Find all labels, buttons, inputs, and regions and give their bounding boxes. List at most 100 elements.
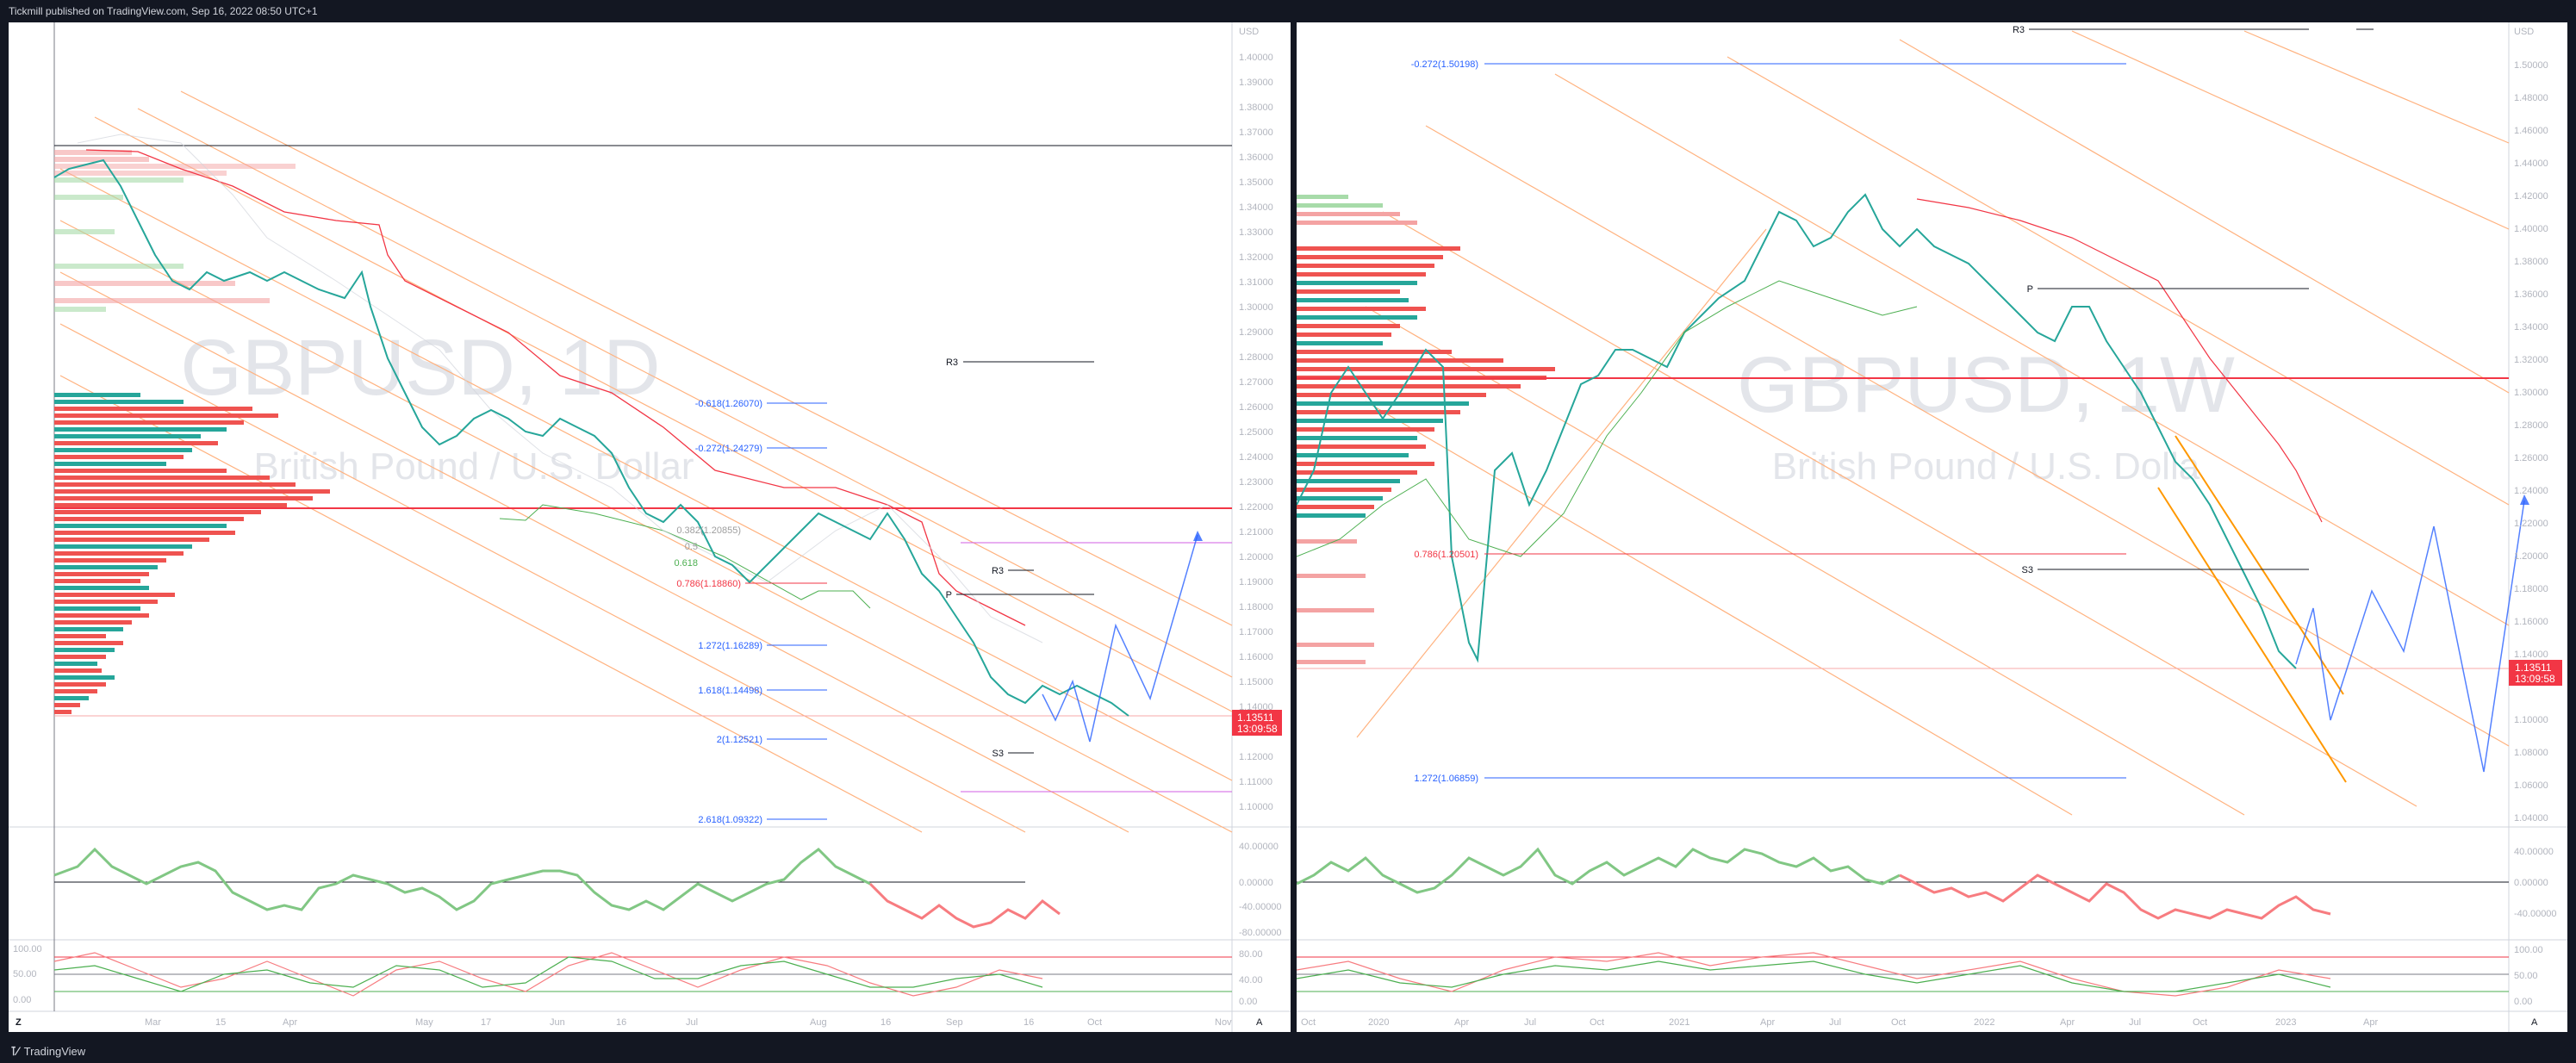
- fib-label: 1.272(1.16289): [698, 641, 762, 651]
- price-tick: 1.19000: [1239, 577, 1273, 587]
- projection-path[interactable]: [1042, 534, 1198, 743]
- fibonacci-levels[interactable]: -0.272(1.50198) 0.786(1.20501) 1.272(1.0…: [1411, 59, 2126, 784]
- projection-arrowhead: [1193, 531, 1203, 541]
- currency-label: USD: [2514, 27, 2534, 37]
- projection-path[interactable]: [2295, 500, 2525, 773]
- time-tick: 2023: [2275, 1017, 2296, 1028]
- fib-label: 2.618(1.09322): [698, 815, 762, 825]
- price-tick: 1.10000: [1239, 802, 1273, 812]
- stochastic-pane[interactable]: [1297, 952, 2509, 997]
- time-tick: 15: [215, 1017, 226, 1028]
- auto-scale-button[interactable]: A: [1256, 1017, 1263, 1028]
- stochastic-pane[interactable]: [53, 952, 1232, 997]
- time-tick: 2022: [1974, 1017, 1994, 1028]
- price-tick: 1.18000: [2514, 584, 2548, 594]
- price-tick: 1.24000: [1239, 452, 1273, 463]
- tradingview-brand[interactable]: TradingView: [23, 1044, 86, 1058]
- daily-chart-svg[interactable]: GBPUSD, 1D British Pound / U.S. Dollar: [9, 22, 1291, 1032]
- countdown: 13:09:58: [1237, 723, 1278, 735]
- price-tick: 1.25000: [1239, 427, 1273, 438]
- weekly-chart-svg[interactable]: GBPUSD, 1W British Pound / U.S. Dolla: [1297, 22, 2567, 1032]
- pivot-label: R3: [992, 566, 1004, 576]
- bottom-bar: ⊺⁄ TradingView: [0, 1039, 2576, 1063]
- wedge-lower-line[interactable]: [2157, 487, 2347, 783]
- price-tick: 1.17000: [1239, 627, 1273, 637]
- rsi-pane[interactable]: [1297, 847, 2509, 920]
- price-tick: 1.40000: [2514, 224, 2548, 234]
- fib-label: -0.272(1.24279): [695, 444, 762, 454]
- rsi-pane[interactable]: [53, 847, 1061, 929]
- regression-channel[interactable]: [1356, 30, 2510, 816]
- rsi-axis: 40.00000 0.00000 -40.00000 -80.00000: [1239, 842, 1282, 938]
- price-tick: 1.10000: [2514, 715, 2548, 725]
- price-tick: 1.22000: [1239, 502, 1273, 513]
- price-tick: 1.30000: [2514, 388, 2548, 398]
- volume-profile: [1297, 195, 1555, 664]
- price-tick: 1.32000: [1239, 252, 1273, 263]
- stoch-tick: 100.00: [13, 944, 42, 954]
- price-tick: 1.26000: [1239, 402, 1273, 413]
- name-watermark: British Pound / U.S. Dollar: [253, 445, 694, 488]
- price-axis[interactable]: USD 1.40000 1.39000 1.38000 1.37000 1.36…: [1239, 27, 1273, 812]
- fibonacci-levels[interactable]: -0.618(1.26070) -0.272(1.24279) 0.382(1.…: [674, 399, 827, 825]
- pivot-label: S3: [2022, 565, 2033, 575]
- time-tick: Jul: [1524, 1017, 1536, 1028]
- lower-band-line: [499, 504, 871, 609]
- fib-label: 1.618(1.14498): [698, 686, 762, 696]
- auto-scale-button[interactable]: A: [2531, 1017, 2538, 1028]
- stoch-axis: 100.00 50.00 0.00: [2514, 945, 2543, 1007]
- regression-channel[interactable]: [59, 90, 1233, 833]
- price-axis[interactable]: USD 1.50000 1.48000 1.46000 1.44000 1.42…: [2514, 27, 2548, 824]
- time-tick: 17: [481, 1017, 491, 1028]
- price-tick: 1.26000: [2514, 453, 2548, 463]
- chart-panel-weekly[interactable]: GBPUSD, 1W British Pound / U.S. Dolla: [1297, 22, 2567, 1032]
- time-tick: Oct: [2193, 1017, 2207, 1028]
- time-tick: Apr: [1454, 1017, 1469, 1028]
- price-tick: 1.36000: [1239, 152, 1273, 163]
- pivot-levels[interactable]: R3 P S3: [2013, 25, 2309, 575]
- pivot-levels[interactable]: R3 R3 P S3: [946, 357, 1094, 759]
- last-price-value: 1.13511: [1237, 712, 1274, 724]
- rsi-tick: 0.00000: [2514, 878, 2548, 888]
- pivot-label: R3: [2013, 25, 2025, 35]
- price-tick: 1.38000: [1239, 103, 1273, 113]
- publisher-text: Tickmill published on TradingView.com, S…: [9, 5, 318, 17]
- price-tick: 1.30000: [1239, 302, 1273, 313]
- fib-label: -0.272(1.50198): [1411, 59, 1478, 70]
- tradingview-logo-icon[interactable]: ⊺⁄: [10, 1043, 19, 1058]
- lower-band-line: [1297, 280, 1918, 557]
- price-tick: 1.34000: [2514, 322, 2548, 333]
- time-tick: Jun: [550, 1017, 565, 1028]
- time-tick: Sep: [946, 1017, 963, 1028]
- stoch-tick: 0.00: [2514, 997, 2532, 1007]
- last-price-value: 1.13511: [2515, 662, 2552, 674]
- currency-label: USD: [1239, 27, 1259, 37]
- price-tick: 1.37000: [1239, 127, 1273, 138]
- fib-label: 0.786(1.20501): [1414, 550, 1478, 560]
- chart-panel-daily[interactable]: GBPUSD, 1D British Pound / U.S. Dollar: [9, 22, 1291, 1032]
- wedge-upper-line[interactable]: [2175, 435, 2344, 695]
- price-tick: 1.32000: [2514, 355, 2548, 365]
- fib-label: 0.786(1.18860): [676, 579, 741, 589]
- time-tick: Oct: [1590, 1017, 1604, 1028]
- fib-label: -0.618(1.26070): [695, 399, 762, 409]
- time-tick: Aug: [810, 1017, 827, 1028]
- price-tick: 1.27000: [1239, 377, 1273, 388]
- fib-label: 0.5: [685, 542, 698, 552]
- volume-profile: [54, 150, 330, 714]
- stoch-tick: 100.00: [2514, 945, 2543, 955]
- price-tick: 1.15000: [1239, 677, 1273, 687]
- price-series[interactable]: [1297, 193, 2297, 669]
- rsi-tick: 0.00000: [1239, 878, 1273, 888]
- time-axis[interactable]: Z Mar 15 Apr May 17 Jun 16 Jul Aug 16 Se…: [16, 1017, 1263, 1028]
- time-axis[interactable]: Oct 2020 Apr Jul Oct 2021 Apr Jul Oct 20…: [1301, 1017, 2538, 1028]
- price-tick: 1.39000: [1239, 78, 1273, 88]
- price-tick: 1.34000: [1239, 202, 1273, 213]
- price-tick: 1.12000: [1239, 752, 1273, 762]
- zoom-z-button[interactable]: Z: [16, 1017, 22, 1028]
- stoch-tick: 40.00: [1239, 975, 1263, 985]
- envelope-line: [77, 134, 1043, 643]
- projection-arrowhead: [2520, 494, 2529, 505]
- price-series[interactable]: [53, 159, 1129, 717]
- price-tick: 1.24000: [2514, 486, 2548, 496]
